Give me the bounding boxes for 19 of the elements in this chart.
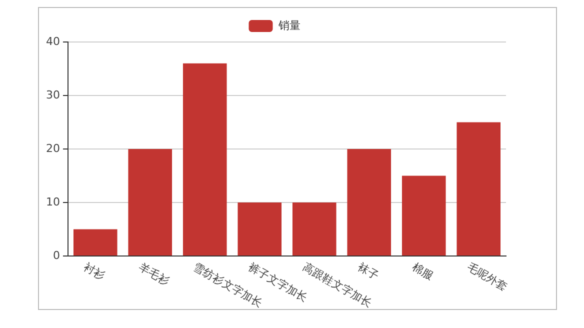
bar [456,122,501,256]
bar [238,202,282,256]
x-tick-label: 袜子 [355,260,381,283]
y-tick-label: 20 [46,142,60,155]
y-tick-label: 10 [46,195,60,208]
x-tick-label: 羊毛衫 [136,260,172,288]
bar [402,176,446,256]
y-tick-label: 30 [46,88,60,102]
bar [292,202,336,256]
bar [128,149,172,256]
bar [347,149,392,256]
y-tick-label: 40 [46,34,60,48]
x-tick-label: 衬衫 [82,260,108,283]
bar [182,63,227,256]
legend-label: 销量 [277,18,300,32]
bar [73,229,118,256]
x-tick-label: 毛呢外套 [464,260,510,294]
x-tick-label: 棉服 [410,260,436,283]
y-tick-label: 0 [52,248,60,262]
